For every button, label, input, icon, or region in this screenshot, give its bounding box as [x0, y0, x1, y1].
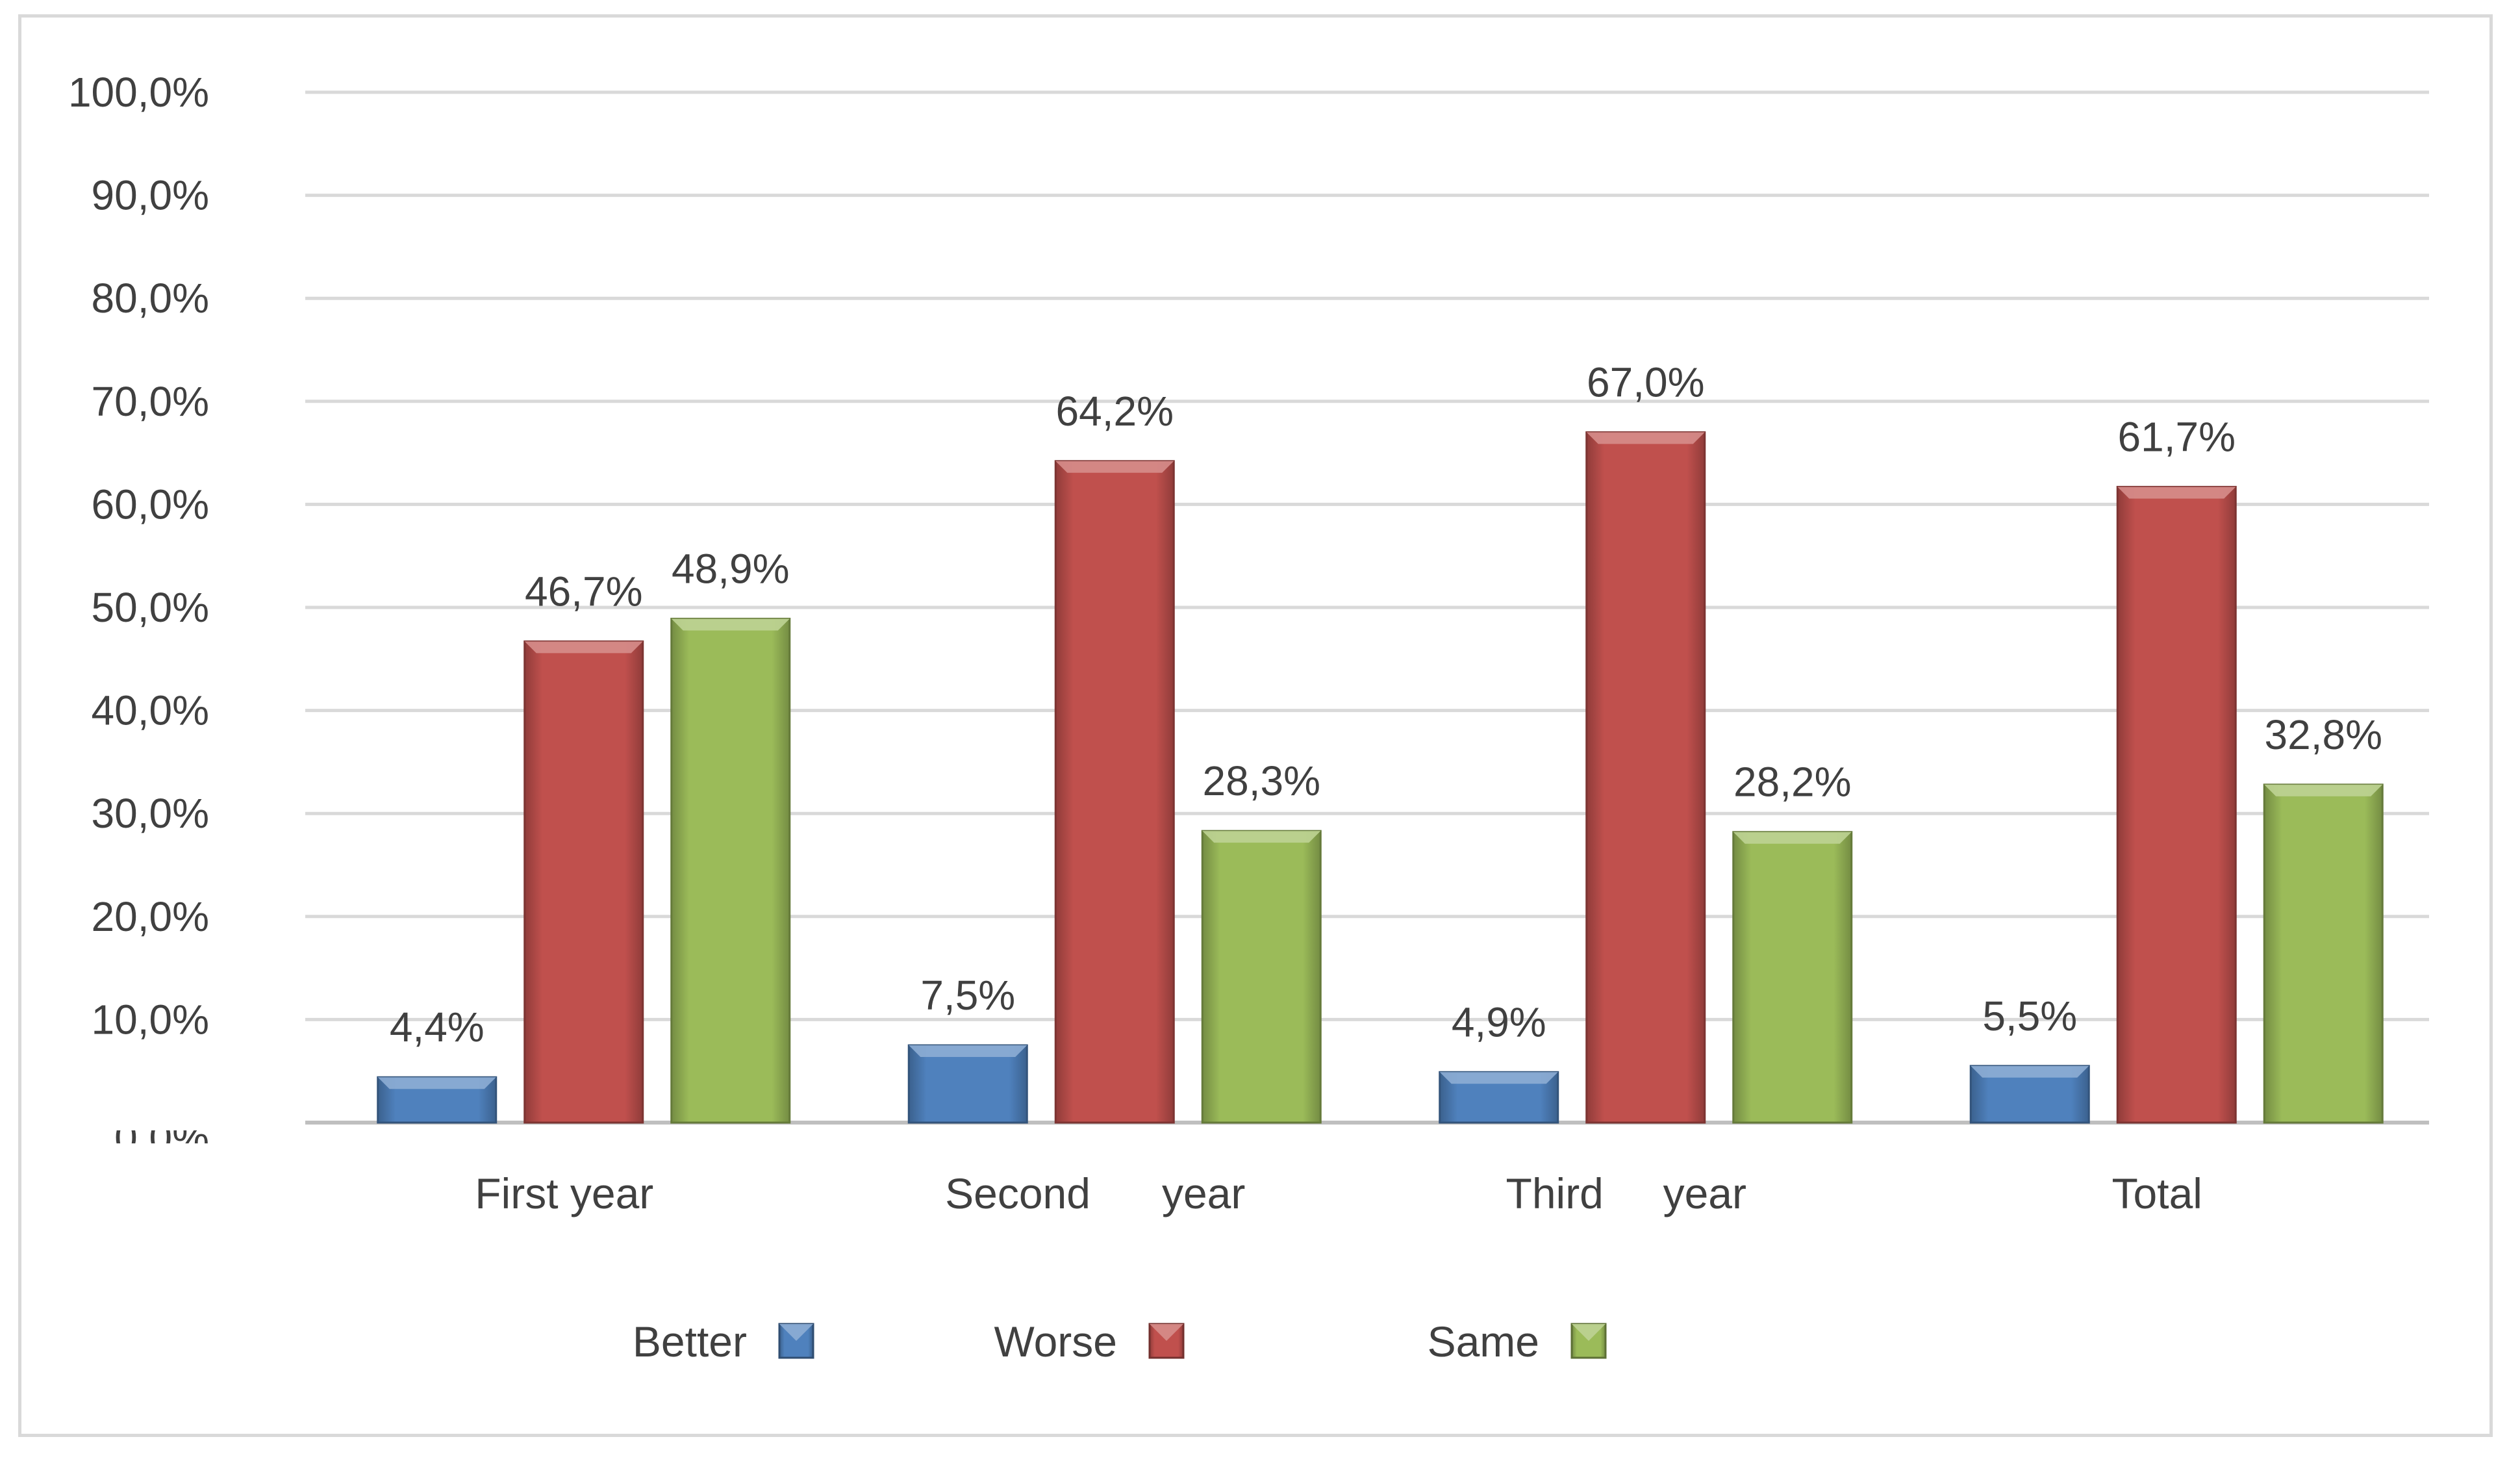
data-label-better-1: 7,5%	[920, 972, 1015, 1019]
data-label-same-2: 28,2%	[1733, 759, 1851, 806]
bar-bevel	[909, 1045, 1027, 1058]
bar-same-3	[2263, 783, 2384, 1124]
data-labels: 4,4% 46,7% 48,9% 7,5% 64,2% 28,3% 4,9% 67,0% 28,…	[390, 359, 2382, 1050]
data-label-same-1: 28,3%	[1203, 757, 1320, 804]
legend-swatch-bevel	[1572, 1324, 1606, 1341]
data-label-worse-2: 67,0%	[1587, 359, 1704, 405]
bar-worse-2	[1585, 431, 1706, 1124]
bar-worse-3	[2116, 485, 2237, 1124]
bar-bevel	[1586, 432, 1705, 444]
y-tick-label: 50,0%	[92, 584, 209, 631]
data-label-same-3: 32,8%	[2265, 711, 2382, 758]
data-label-same-0: 48,9%	[672, 545, 789, 592]
bar-bevel	[1971, 1065, 2089, 1078]
bar-bevel	[671, 618, 790, 631]
bars	[377, 431, 2384, 1124]
y-tick-label: 60,0%	[92, 481, 209, 528]
y-tick-label: 90,0%	[92, 172, 209, 219]
y-tick-label: 30,0%	[92, 790, 209, 837]
bar-bevel	[2264, 784, 2383, 796]
bar-bevel	[1439, 1072, 1558, 1084]
legend: Better Worse Same	[633, 1317, 1607, 1366]
bar-worse-1	[1054, 460, 1175, 1124]
data-label-better-2: 4,9%	[1452, 999, 1546, 1045]
bar-bevel	[1055, 461, 1174, 473]
category-label: Second year	[945, 1169, 1245, 1217]
bar-same-1	[1201, 830, 1322, 1124]
y-tick-label: 40,0%	[92, 687, 209, 734]
y-tick-label: 20,0%	[92, 893, 209, 940]
data-label-better-3: 5,5%	[1982, 993, 2077, 1039]
chart-frame	[18, 14, 2493, 1437]
bar-bevel	[1202, 831, 1321, 843]
y-tick-label: 70,0%	[92, 378, 209, 425]
legend-swatch-bevel	[779, 1324, 813, 1341]
legend-label-same: Same	[1428, 1317, 1539, 1366]
y-axis: 0,0% 10,0% 20,0% 30,0% 40,0% 50,0% 60,0% 70,0% 8…	[68, 69, 209, 1161]
data-label-better-0: 4,4%	[390, 1004, 485, 1050]
data-label-worse-3: 61,7%	[2118, 413, 2236, 460]
legend-label-better: Better	[633, 1317, 747, 1366]
category-label: Total	[2112, 1169, 2202, 1217]
bar-bevel	[2117, 487, 2236, 499]
y-tick-label: 80,0%	[92, 275, 209, 322]
bar-same-2	[1732, 831, 1853, 1124]
y-tick-label: 100,0%	[68, 69, 209, 116]
x-axis: First year Second year Third year Total	[475, 1169, 2202, 1217]
y-tick-label: 0,0%	[114, 1114, 209, 1161]
bar-worse-0	[523, 640, 644, 1124]
data-label-worse-0: 46,7%	[525, 568, 642, 615]
bar-bevel	[377, 1077, 496, 1089]
bar-same-0	[670, 617, 791, 1124]
legend-label-worse: Worse	[994, 1317, 1118, 1366]
bar-bevel	[524, 641, 643, 654]
data-label-worse-1: 64,2%	[1056, 388, 1174, 435]
category-label: First year	[475, 1169, 653, 1217]
legend-swatch-bevel	[1150, 1324, 1183, 1341]
category-label: Third year	[1506, 1169, 1746, 1217]
y-tick-label: 10,0%	[92, 996, 209, 1043]
bar-bevel	[1733, 832, 1852, 844]
bar-better-1	[907, 1044, 1028, 1124]
